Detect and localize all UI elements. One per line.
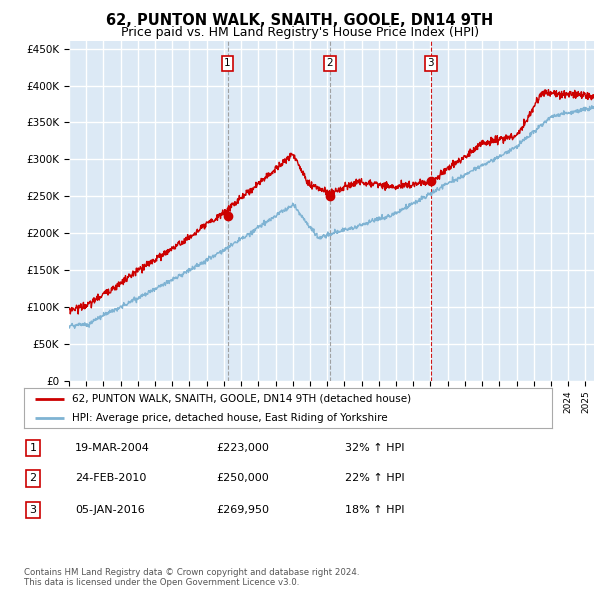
Text: Contains HM Land Registry data © Crown copyright and database right 2024.
This d: Contains HM Land Registry data © Crown c… xyxy=(24,568,359,587)
Text: HPI: Average price, detached house, East Riding of Yorkshire: HPI: Average price, detached house, East… xyxy=(71,413,387,422)
Text: 3: 3 xyxy=(427,58,434,68)
Text: 1: 1 xyxy=(29,443,37,453)
Text: 1: 1 xyxy=(224,58,231,68)
Text: 2: 2 xyxy=(326,58,333,68)
Text: £269,950: £269,950 xyxy=(216,505,269,514)
Text: 3: 3 xyxy=(29,505,37,514)
Text: 19-MAR-2004: 19-MAR-2004 xyxy=(75,443,150,453)
Text: 62, PUNTON WALK, SNAITH, GOOLE, DN14 9TH (detached house): 62, PUNTON WALK, SNAITH, GOOLE, DN14 9TH… xyxy=(71,394,410,404)
Text: 05-JAN-2016: 05-JAN-2016 xyxy=(75,505,145,514)
Text: 24-FEB-2010: 24-FEB-2010 xyxy=(75,474,146,483)
Text: 18% ↑ HPI: 18% ↑ HPI xyxy=(345,505,404,514)
Text: 62, PUNTON WALK, SNAITH, GOOLE, DN14 9TH: 62, PUNTON WALK, SNAITH, GOOLE, DN14 9TH xyxy=(106,13,494,28)
Text: 2: 2 xyxy=(29,474,37,483)
Text: Price paid vs. HM Land Registry's House Price Index (HPI): Price paid vs. HM Land Registry's House … xyxy=(121,26,479,39)
Text: 22% ↑ HPI: 22% ↑ HPI xyxy=(345,474,404,483)
Text: 32% ↑ HPI: 32% ↑ HPI xyxy=(345,443,404,453)
Text: £250,000: £250,000 xyxy=(216,474,269,483)
Text: £223,000: £223,000 xyxy=(216,443,269,453)
